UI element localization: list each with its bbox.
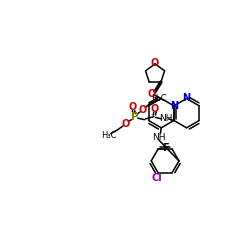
Text: H₃C: H₃C bbox=[101, 130, 116, 140]
Text: O: O bbox=[151, 58, 159, 68]
Text: NH: NH bbox=[159, 114, 172, 123]
Text: O: O bbox=[129, 102, 137, 113]
Text: O: O bbox=[121, 118, 130, 128]
Text: F: F bbox=[162, 143, 168, 153]
Text: NH: NH bbox=[152, 132, 166, 141]
Text: Cl: Cl bbox=[151, 173, 162, 183]
Text: P: P bbox=[131, 112, 138, 122]
Text: O: O bbox=[150, 104, 159, 114]
Text: O: O bbox=[147, 89, 155, 99]
Text: N: N bbox=[182, 93, 191, 103]
Text: O: O bbox=[139, 105, 147, 115]
Text: H₃C: H₃C bbox=[152, 94, 167, 103]
Text: N: N bbox=[170, 101, 179, 111]
